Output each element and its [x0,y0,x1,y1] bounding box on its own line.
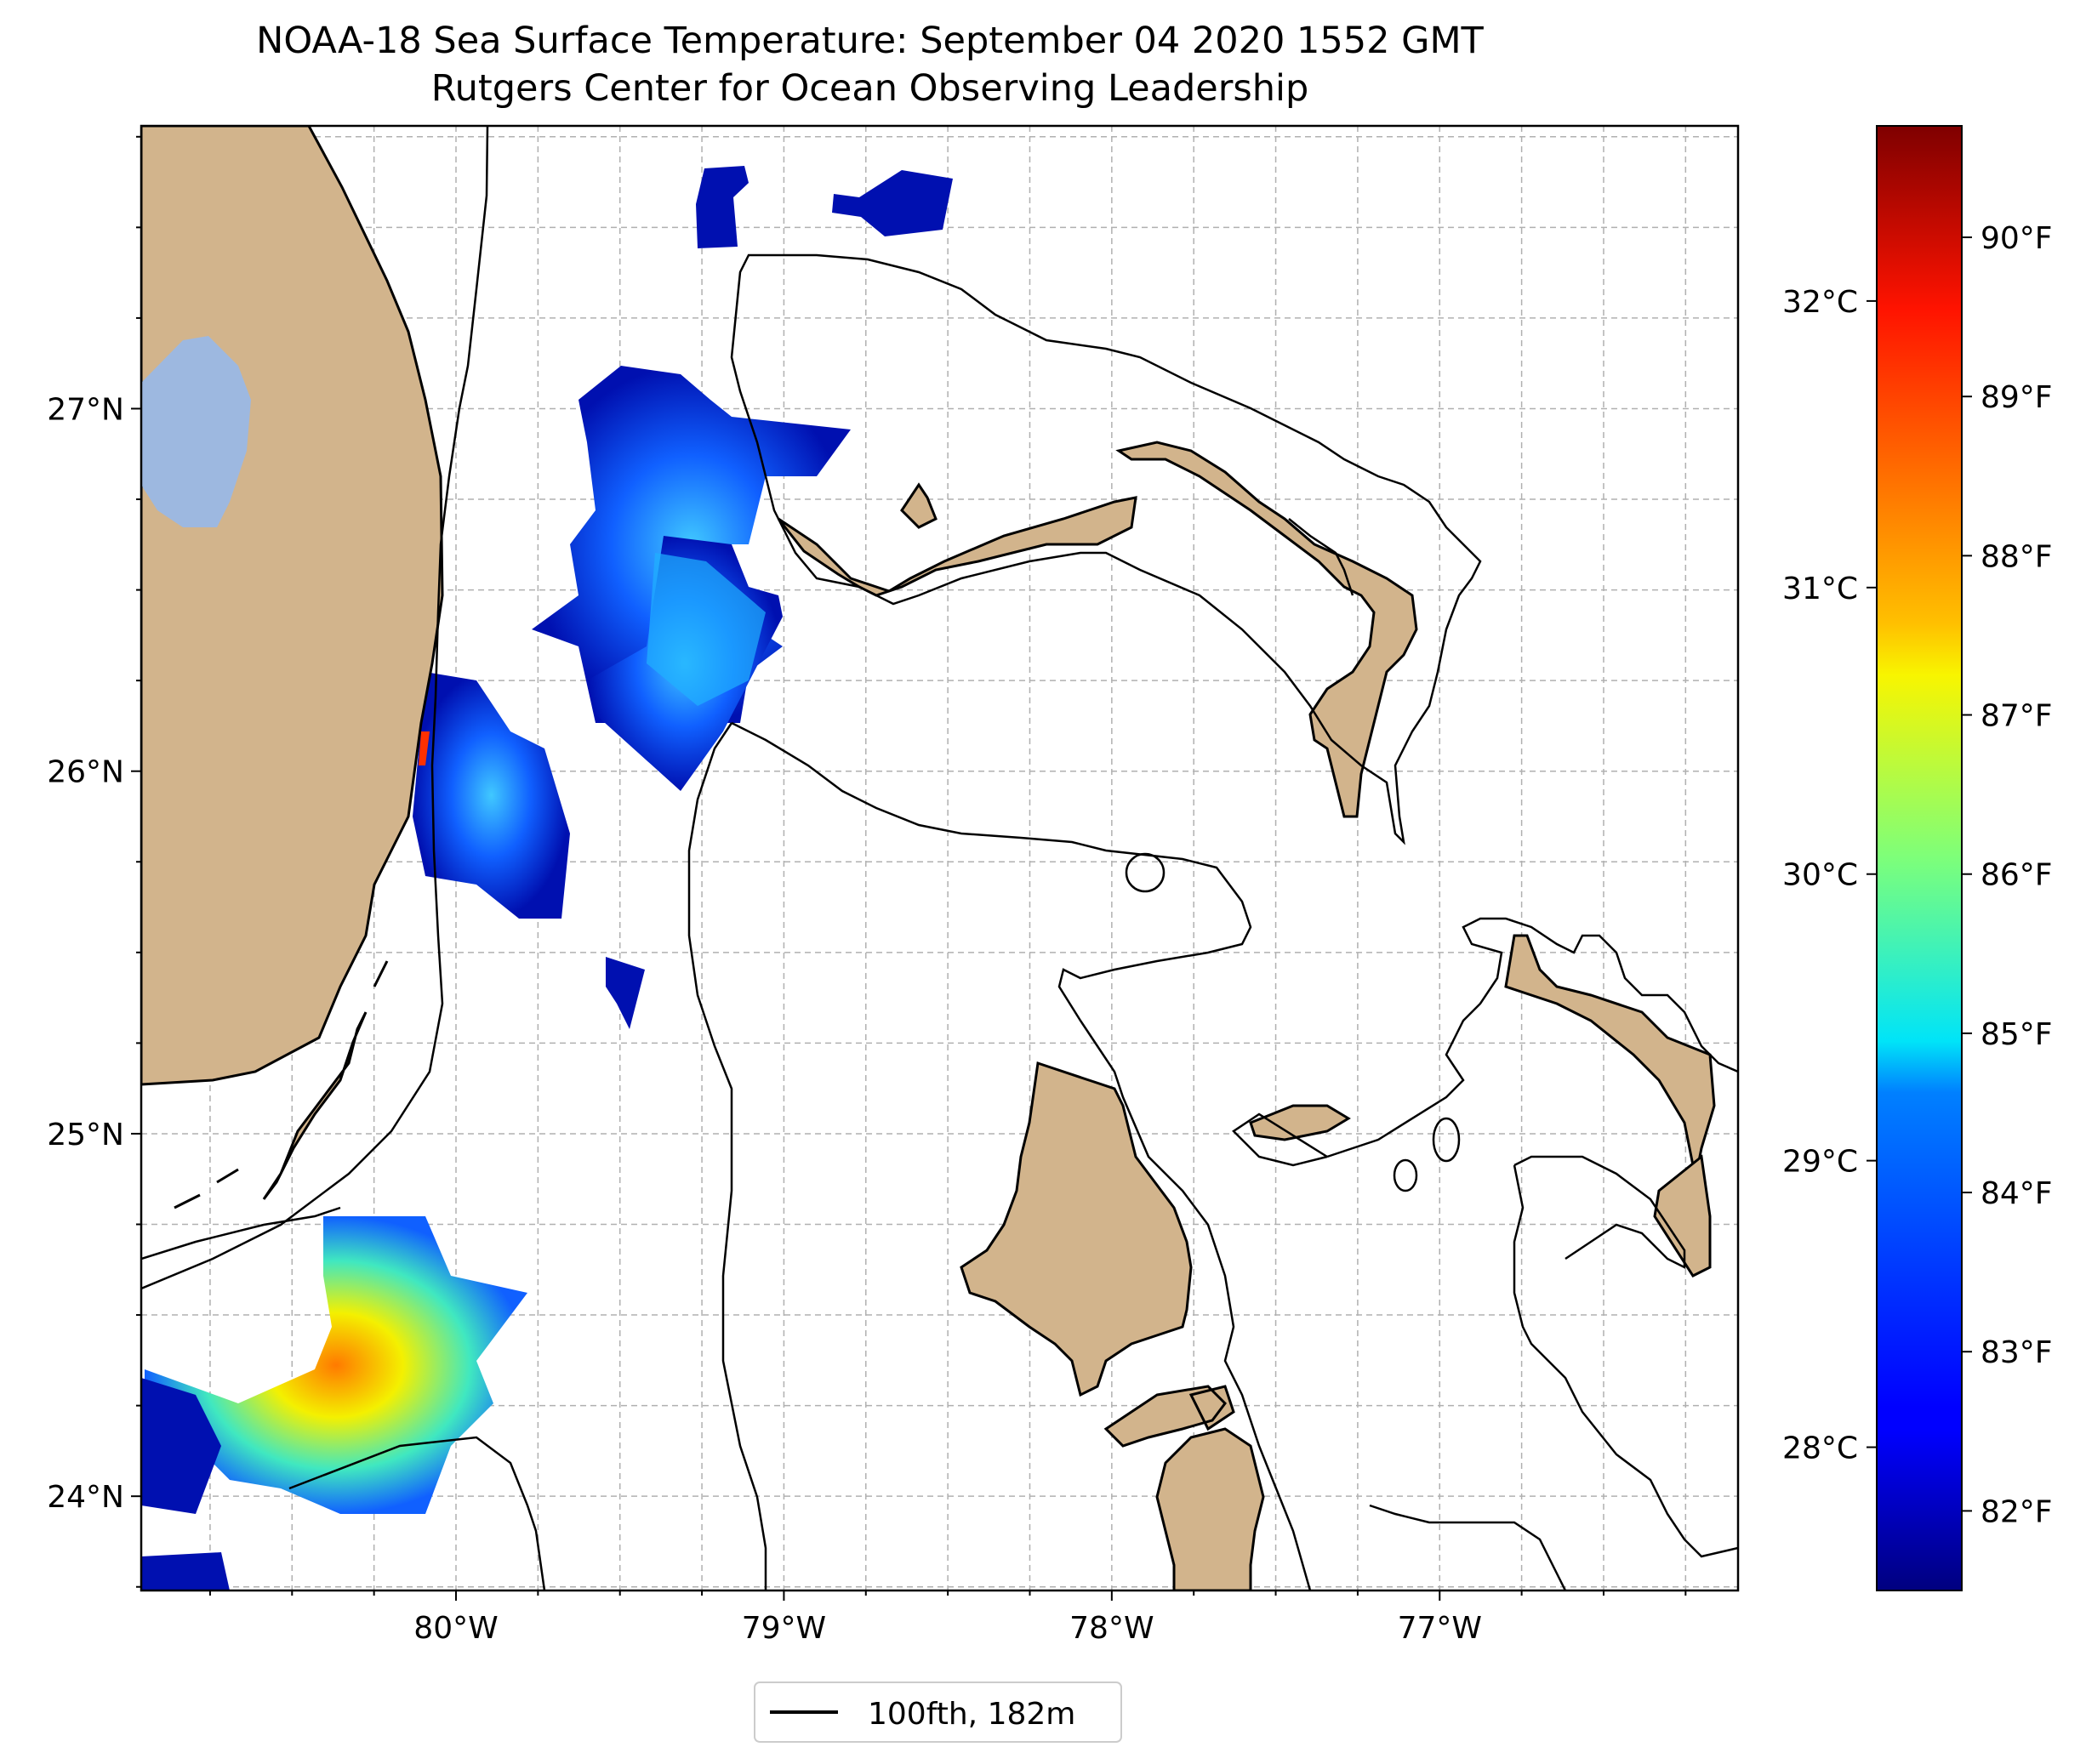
sst-patch-north-east [832,170,953,236]
grand-bahama-east [900,482,938,529]
contour-tongue-of-ocean [687,722,767,1590]
contour-islet-1 [1125,852,1166,893]
contour-florida-straits-south [288,1436,546,1590]
abaco-land [1115,441,1418,818]
colorbar-f-label: 87°F [1981,699,2053,734]
title-line-1: NOAA-18 Sea Surface Temperature: Septemb… [256,20,1484,62]
colorbar: 90°F 89°F 88°F 87°F 86°F 85°F 84°F 83°F 82°F 32°C… [1782,125,2053,1591]
contour-exuma-inner [1513,1155,1686,1270]
legend: 100fth, 182m [754,1681,1122,1743]
legend-label: 100fth, 182m [868,1697,1075,1732]
contour-southeast [1513,1164,1738,1558]
y-tick-label: 26°N [47,755,124,790]
andros-south [1103,1385,1235,1448]
colorbar-f-label: 82°F [1981,1494,2053,1529]
colorbar-gradient [1876,125,1963,1591]
contour-cay-sal-bank [141,1206,341,1260]
colorbar-f-label: 86°F [1981,858,2053,893]
colorbar-f-label: 89°F [1981,380,2053,415]
colorbar-ticks: 90°F 89°F 88°F 87°F 86°F 85°F 84°F 83°F 82°F 32°C… [1782,221,2052,1529]
x-tick-label: 77°W [1398,1611,1482,1646]
sst-patch-small [606,957,645,1029]
sst-patch-coastal [413,672,570,919]
colorbar-f-label: 90°F [1981,221,2053,256]
contour-islet-3 [1393,1158,1418,1192]
florida-keys [262,1011,368,1200]
map-axes: 80°W 79°W 78°W 77°W 27°N 26°N 25°N 24°N [47,135,1687,1646]
florida-keys-small [174,960,389,1209]
legend-box [754,1681,1122,1743]
colorbar-c-label: 30°C [1782,858,1858,893]
sst-patch-south-edge [141,1378,221,1514]
contour-exuma-cays [1369,1504,1567,1590]
colorbar-c-label: 32°C [1782,285,1858,320]
x-tick-label: 80°W [413,1611,498,1646]
title-line-2: Rutgers Center for Ocean Observing Leade… [430,67,1309,110]
colorbar-c-label: 31°C [1782,572,1858,606]
bathymetry-contours [141,126,1738,1590]
contour-florida-shelf [141,126,489,1290]
sst-patch-southwest [141,1552,230,1590]
andros-land [960,1061,1193,1397]
y-tick-label: 25°N [47,1118,124,1152]
y-tick-label: 27°N [47,392,124,427]
contour-andros-east [1232,1112,1328,1167]
contour-islet-2 [1432,1117,1461,1163]
colorbar-f-label: 83°F [1981,1335,2053,1370]
andros-southernmost [1155,1427,1265,1590]
sst-patch-north [696,166,749,248]
contour-little-bahama-bank [730,253,1482,845]
colorbar-f-label: 85°F [1981,1017,2053,1052]
eleuthera-bight [1653,1154,1712,1277]
lake-okeechobee [141,336,251,527]
contour-great-bahama-bank-north [731,721,1312,1590]
colorbar-c-label: 29°C [1782,1145,1858,1180]
sst-patch-coastal-edge [419,731,430,765]
colorbar-f-label: 88°F [1981,539,2053,574]
contour-exuma-sound [1326,917,1738,1158]
x-tick-label: 78°W [1069,1611,1154,1646]
contour-abaco-inner [1288,518,1354,596]
sst-patch-south [145,1216,527,1514]
colorbar-c-label: 28°C [1782,1431,1858,1466]
colorbar-f-label: 84°F [1981,1176,2053,1211]
sst-data-layer [141,166,953,1590]
map-frame [140,124,1740,1592]
y-tick-label: 24°N [47,1480,124,1515]
sst-patch-central-core [647,553,766,706]
x-tick-label: 79°W [742,1611,826,1646]
new-providence-land [1249,1104,1351,1141]
